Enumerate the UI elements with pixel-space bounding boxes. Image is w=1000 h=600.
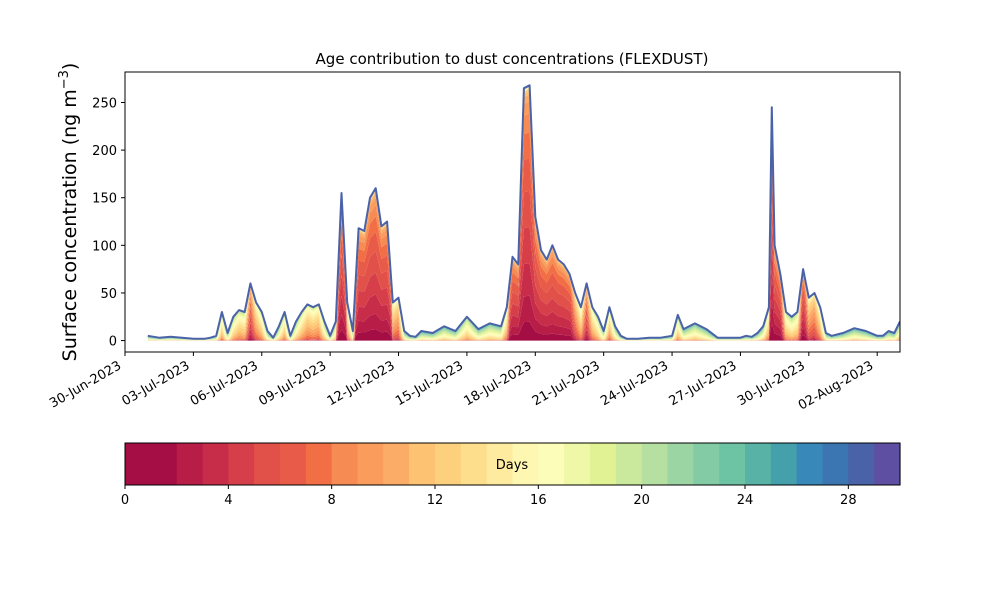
plot-area [124, 71, 901, 353]
total-concentration-series [147, 84, 900, 340]
x-tick-label: 21-Jul-2023 [530, 358, 603, 409]
colorbar-bin [564, 443, 591, 485]
colorbar-bin [745, 443, 772, 485]
colorbar-bin [202, 443, 229, 485]
y-tick-label: 200 [92, 144, 117, 159]
colorbar-bin [383, 443, 410, 485]
x-tick-label: 06-Jul-2023 [188, 358, 261, 409]
x-tick-label: 09-Jul-2023 [256, 358, 329, 409]
x-tick-label: 27-Jul-2023 [667, 358, 740, 409]
colorbar-bin [357, 443, 384, 485]
colorbar-bin [641, 443, 669, 485]
colorbar-bin [848, 443, 875, 485]
colorbar-bin [822, 443, 849, 485]
colorbar-bin [590, 443, 617, 485]
colorbar-bin [512, 443, 539, 485]
x-tick-label: 12-Jul-2023 [325, 358, 398, 409]
total-concentration-line [147, 84, 900, 340]
colorbar-tick-label: 20 [633, 493, 650, 508]
age-layer-day-4 [147, 190, 900, 341]
colorbar-bin [693, 443, 720, 485]
colorbar-ticks: 0 4 8 12 16 20 24 28 [121, 485, 857, 508]
x-tick-label: 15-Jul-2023 [393, 358, 466, 409]
colorbar-bin [486, 443, 514, 485]
colorbar-bin [125, 443, 152, 485]
age-layer-day-1 [147, 295, 900, 341]
colorbar-tick-label: 24 [737, 493, 754, 508]
age-layer-day-2 [147, 263, 900, 341]
x-tick-label: 18-Jul-2023 [461, 358, 534, 409]
colorbar-bin [409, 443, 436, 485]
age-layer-day-3 [147, 226, 900, 341]
colorbar-bin [538, 443, 565, 485]
colorbar: Days 0 4 8 12 16 20 24 28 [121, 442, 901, 508]
y-tick-label: 50 [100, 287, 117, 302]
colorbar-bin [331, 443, 359, 485]
y-axis-label-unit-exponent: −3 [57, 70, 72, 89]
colorbar-bin [719, 443, 746, 485]
y-tick-label: 100 [92, 239, 117, 254]
y-tick-label: 250 [92, 96, 117, 111]
age-layer-day-0 [147, 321, 900, 341]
y-tick-label: 150 [92, 192, 117, 207]
colorbar-bins [125, 443, 901, 485]
x-tick-label: 30-Jun-2023 [47, 358, 124, 411]
x-tick-label: 02-Aug-2023 [796, 358, 876, 413]
colorbar-bin [228, 443, 255, 485]
colorbar-bin [874, 443, 901, 485]
colorbar-bin [280, 443, 307, 485]
x-tick-label: 03-Jul-2023 [120, 358, 193, 409]
colorbar-bin [615, 443, 643, 485]
colorbar-bin [176, 443, 204, 485]
age-contribution-layers [147, 85, 900, 341]
y-axis-label: Surface concentration (ng m−3) [57, 63, 81, 362]
colorbar-tick-label: 16 [530, 493, 547, 508]
y-axis-ticks: 0 50 100 150 200 250 [92, 96, 125, 350]
colorbar-bin [435, 443, 462, 485]
colorbar-bin [667, 443, 694, 485]
axes-frame [124, 71, 901, 353]
colorbar-bin [460, 443, 488, 485]
chart-title: Age contribution to dust concentrations … [316, 50, 709, 68]
x-tick-label: 24-Jul-2023 [598, 358, 671, 409]
colorbar-bin [305, 443, 333, 485]
colorbar-tick-label: 8 [328, 493, 336, 508]
colorbar-bin [150, 443, 178, 485]
colorbar-tick-label: 12 [427, 493, 444, 508]
x-axis-ticks: 30-Jun-202303-Jul-202306-Jul-202309-Jul-… [47, 352, 878, 414]
colorbar-bin [254, 443, 281, 485]
colorbar-tick-label: 28 [840, 493, 857, 508]
colorbar-bin [796, 443, 824, 485]
colorbar-tick-label: 0 [121, 493, 129, 508]
colorbar-frame [124, 442, 901, 486]
colorbar-tick-label: 4 [224, 493, 232, 508]
colorbar-label: Days [496, 458, 529, 473]
colorbar-bin [770, 443, 798, 485]
y-tick-label: 0 [109, 335, 117, 350]
